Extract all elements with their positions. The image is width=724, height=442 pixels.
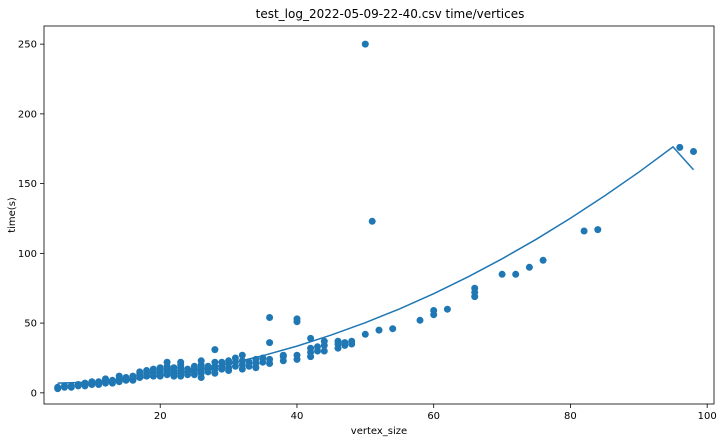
data-point bbox=[443, 305, 451, 313]
data-point bbox=[539, 256, 547, 264]
data-point bbox=[108, 376, 116, 384]
data-point bbox=[129, 372, 137, 380]
data-point bbox=[348, 337, 356, 345]
data-point bbox=[252, 355, 260, 363]
data-point bbox=[334, 337, 342, 345]
data-point bbox=[361, 330, 369, 338]
data-point bbox=[231, 354, 239, 362]
data-point bbox=[149, 365, 157, 373]
x-tick-label: 80 bbox=[564, 411, 577, 422]
data-point bbox=[416, 316, 424, 324]
data-point bbox=[580, 227, 588, 235]
data-point bbox=[320, 337, 328, 345]
data-point bbox=[341, 339, 349, 347]
x-tick-label: 60 bbox=[427, 411, 440, 422]
data-point bbox=[361, 40, 369, 48]
y-tick-label: 200 bbox=[18, 109, 37, 120]
y-tick-label: 100 bbox=[18, 249, 37, 260]
data-point bbox=[512, 270, 520, 278]
data-point bbox=[74, 381, 82, 388]
data-point bbox=[266, 355, 274, 363]
data-point bbox=[204, 362, 212, 370]
fit-line bbox=[57, 145, 695, 384]
data-point bbox=[170, 364, 178, 372]
chart-title: test_log_2022-05-09-22-40.csv time/verti… bbox=[256, 7, 525, 21]
y-tick-label: 250 bbox=[18, 40, 37, 51]
data-point bbox=[594, 226, 602, 234]
axes-frame bbox=[43, 25, 715, 405]
x-axis-ticks: 20 40 60 80 100 bbox=[154, 404, 717, 422]
y-axis-label: time(s) bbox=[7, 197, 18, 233]
data-point bbox=[190, 362, 198, 370]
data-point bbox=[368, 217, 376, 225]
data-point bbox=[279, 351, 287, 359]
data-point bbox=[259, 354, 267, 362]
data-point bbox=[293, 351, 301, 359]
data-point bbox=[498, 270, 506, 278]
data-point bbox=[266, 314, 274, 321]
data-point bbox=[95, 378, 103, 386]
data-point bbox=[320, 347, 328, 355]
data-point bbox=[525, 263, 533, 271]
data-point bbox=[163, 358, 171, 366]
y-tick-label: 50 bbox=[24, 319, 37, 330]
data-point bbox=[67, 382, 75, 390]
data-points bbox=[54, 40, 697, 393]
data-point bbox=[81, 382, 89, 390]
x-axis-label: vertex_size bbox=[351, 426, 407, 437]
data-point bbox=[61, 382, 68, 390]
fit-line-group bbox=[57, 145, 695, 384]
y-axis-ticks: 0 50 100 150 200 250 bbox=[18, 40, 44, 399]
data-point bbox=[225, 357, 233, 365]
data-point bbox=[307, 344, 315, 352]
data-point bbox=[690, 148, 697, 155]
data-point bbox=[177, 358, 185, 366]
data-point bbox=[211, 346, 219, 354]
data-point bbox=[115, 372, 123, 380]
x-tick-label: 20 bbox=[154, 411, 167, 422]
data-point bbox=[184, 365, 192, 373]
data-point bbox=[389, 325, 397, 333]
x-tick-label: 100 bbox=[698, 411, 717, 422]
y-tick-label: 0 bbox=[31, 388, 37, 399]
data-point bbox=[314, 343, 321, 351]
data-point bbox=[430, 307, 438, 314]
data-point bbox=[143, 367, 151, 374]
data-point bbox=[197, 357, 205, 365]
data-point bbox=[102, 375, 109, 383]
data-point bbox=[676, 143, 684, 151]
data-point bbox=[266, 339, 274, 347]
data-point bbox=[238, 351, 246, 359]
y-tick-label: 150 bbox=[18, 179, 37, 190]
data-point bbox=[307, 334, 315, 342]
data-point bbox=[54, 383, 62, 391]
data-point bbox=[245, 358, 253, 366]
data-point bbox=[156, 364, 164, 372]
data-point bbox=[218, 358, 226, 366]
data-point bbox=[238, 357, 246, 365]
x-tick-label: 40 bbox=[291, 411, 304, 422]
data-point bbox=[375, 326, 383, 334]
data-point bbox=[211, 358, 219, 366]
data-point bbox=[122, 374, 130, 381]
data-point bbox=[88, 378, 96, 386]
data-point bbox=[136, 368, 144, 376]
data-point bbox=[293, 315, 301, 323]
data-point bbox=[471, 284, 479, 292]
